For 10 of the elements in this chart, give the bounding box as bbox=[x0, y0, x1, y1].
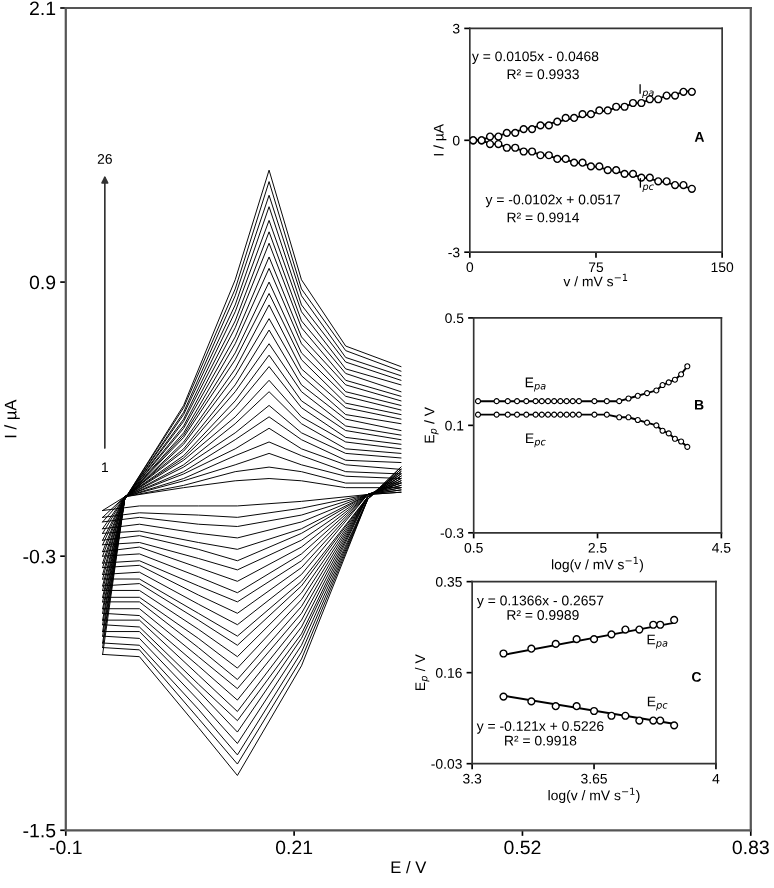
x-tick-label: 0.52 bbox=[504, 840, 541, 855]
x-axis-title: E / V bbox=[391, 860, 427, 874]
y-axis-title: I / µA bbox=[4, 399, 20, 438]
x-tick-label: -0.1 bbox=[49, 840, 82, 855]
x-tick-label: 0.83 bbox=[732, 840, 769, 855]
y-tick-label: 2.1 bbox=[30, 1, 56, 16]
y-tick-label: -1.5 bbox=[23, 823, 56, 838]
x-tick-label: 0.21 bbox=[275, 840, 313, 855]
y-tick-label: 0.9 bbox=[29, 275, 56, 290]
y-tick-label: -0.3 bbox=[23, 549, 56, 564]
